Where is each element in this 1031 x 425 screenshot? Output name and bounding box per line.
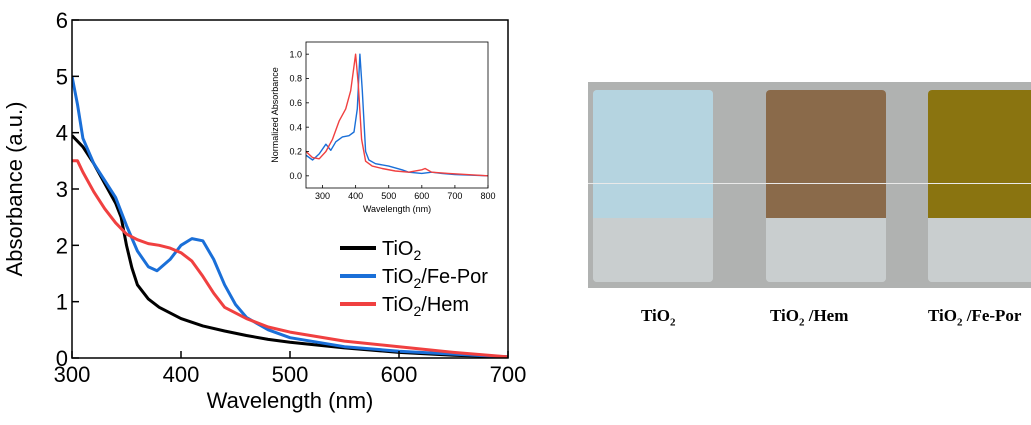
main-y-tick-label: 6 [56,8,68,33]
main-series-line-2 [72,159,508,358]
inset-y-tick-label: 0.0 [289,171,302,181]
legend-label-main: TiO [382,238,413,260]
inset-x-tick-label: 800 [480,191,495,201]
inset-background [306,42,488,188]
inset-plot-frame [305,41,489,189]
legend-label-0: TiO2 [382,238,421,263]
inset-x-tick-label: 300 [315,191,330,201]
inset-chart: 300 400 500 600 700 800 0.0 0.2 0.4 0.6 0.8 1.0 Wave… [270,41,496,214]
inset-x-tick-label: 600 [414,191,429,201]
legend-label-suffix: /Hem [421,294,469,316]
main-y-tick-label: 2 [56,233,68,258]
slide-hem-coating [766,90,886,218]
main-x-tick-label: 500 [272,362,309,387]
main-chart: 300 400 500 600 700 0 1 2 3 4 5 6 Wavelength (nm) Abs… [2,8,526,413]
slide-hem [766,90,886,282]
main-y-tick-label: 3 [56,177,68,202]
legend-label-sub: 2 [413,303,421,319]
legend-label-1: TiO2/Fe-Por [382,266,488,291]
slide-fe-por [928,90,1031,282]
inset-series-line-1 [306,53,488,177]
inset-y-axis-label: Normalized Absorbance [270,67,280,163]
legend-label-main: TiO [382,294,413,316]
inset-y-tick-label: 1.0 [289,49,302,59]
main-y-tick-label: 1 [56,290,68,315]
slide-fe-por-uncoated [928,218,1031,282]
main-x-tick-label: 600 [381,362,418,387]
inset-x-tick-label: 500 [381,191,396,201]
main-y-tick-label: 0 [56,346,68,371]
inset-x-axis-label: Wavelength (nm) [363,204,431,214]
inset-x-tick-label: 400 [348,191,363,201]
legend-label-main: TiO [382,266,413,288]
inset-series-group [306,53,488,177]
legend-label-sub: 2 [413,275,421,291]
inset-y-tick-label: 0.2 [289,147,302,157]
caption-tio2: TiO2 [641,306,676,329]
inset-y-tick-label: 0.4 [289,122,302,132]
photo-divider-line [588,183,1031,184]
main-x-tick-label: 700 [490,362,527,387]
legend-label-2: TiO2/Hem [382,294,469,319]
legend-label-sub: 2 [413,247,421,263]
main-x-axis-label: Wavelength (nm) [207,388,374,413]
inset-y-tick-label: 0.8 [289,74,302,84]
slide-tio2-coating [593,90,713,218]
main-series-line-1 [72,76,508,358]
inset-x-tick-label: 700 [447,191,462,201]
caption-tio2-hem: TiO2 /Hem [770,306,849,329]
main-series-group [72,76,508,358]
main-y-tick-label: 5 [56,64,68,89]
main-x-tick-label: 300 [54,362,91,387]
slide-hem-uncoated [766,218,886,282]
slide-fe-por-coating [928,90,1031,218]
slide-tio2-uncoated [593,218,713,282]
main-y-axis-label: Absorbance (a.u.) [2,102,27,277]
inset-series-line-0 [306,53,488,177]
caption-tio2-fe-por: TiO2 /Fe-Por [928,306,1022,329]
main-series-line-0 [72,134,508,358]
slide-tio2 [593,90,713,282]
samples-photo [588,82,1031,288]
main-x-tick-label: 400 [163,362,200,387]
main-y-tick-label: 4 [56,121,68,146]
legend-label-suffix: /Fe-Por [421,266,488,288]
inset-y-tick-label: 0.6 [289,98,302,108]
